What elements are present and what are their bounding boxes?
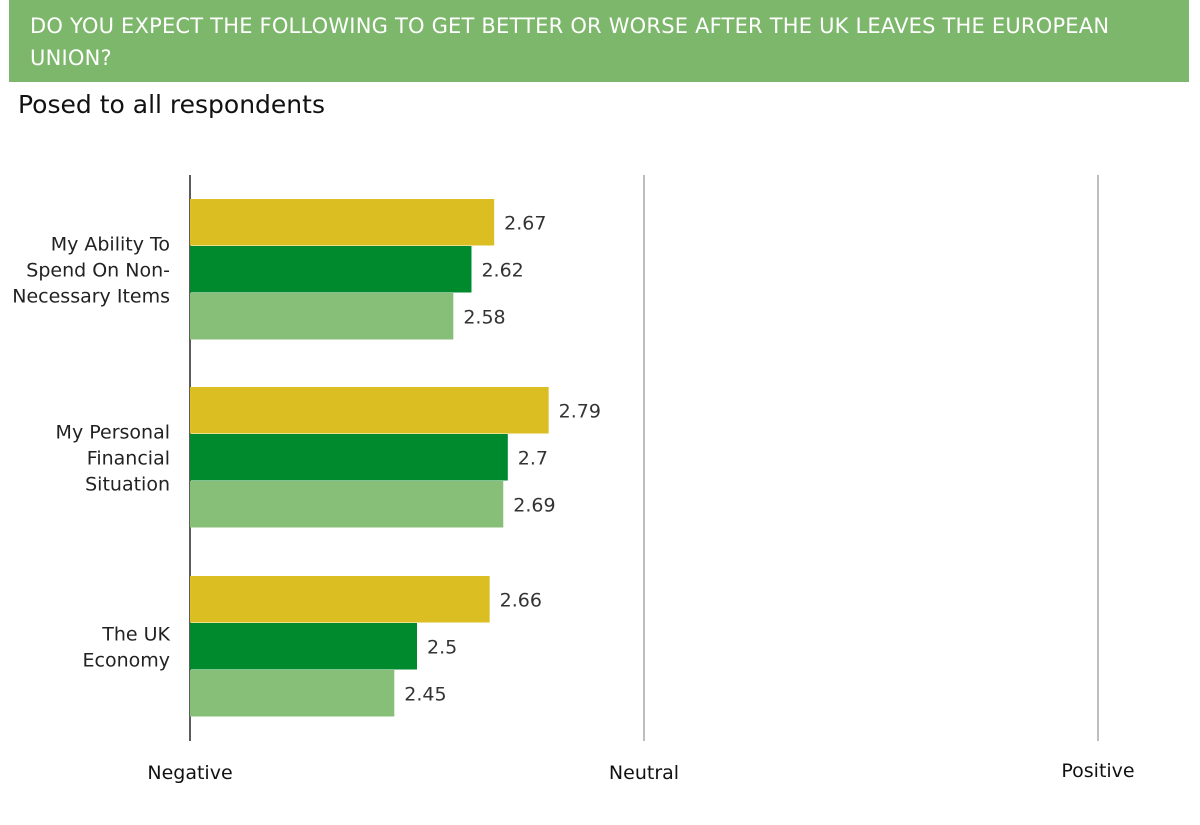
chart-subtitle: Posed to all respondents <box>18 90 325 119</box>
category-label: My Ability To <box>51 234 170 256</box>
data-label: 2.7 <box>518 448 548 470</box>
data-label: 2.67 <box>504 213 546 235</box>
x-tick-label: Negative <box>147 762 232 784</box>
bar <box>190 387 549 434</box>
data-label: 2.45 <box>404 684 446 706</box>
data-label: 2.5 <box>427 637 457 659</box>
bar <box>190 623 417 670</box>
x-tick-label: Positive <box>1061 760 1134 782</box>
bar <box>190 670 395 717</box>
bar <box>190 434 508 481</box>
data-label: 2.62 <box>481 260 523 282</box>
data-label: 2.58 <box>463 307 505 329</box>
category-label: Financial <box>87 448 170 470</box>
data-label: 2.69 <box>513 495 555 517</box>
bar <box>190 293 454 340</box>
category-label: My Personal <box>56 422 170 444</box>
category-label: Economy <box>83 650 171 672</box>
category-label: Necessary Items <box>12 286 170 308</box>
data-label: 2.66 <box>500 590 542 612</box>
chart-title: DO YOU EXPECT THE FOLLOWING TO GET BETTE… <box>30 14 1110 70</box>
bar <box>190 481 504 528</box>
bar <box>190 199 495 246</box>
bar <box>190 246 472 293</box>
bar <box>190 576 490 623</box>
x-tick-label: Neutral <box>609 762 679 784</box>
data-label: 2.79 <box>559 401 601 423</box>
category-label: Spend On Non- <box>26 260 170 282</box>
title-banner: DO YOU EXPECT THE FOLLOWING TO GET BETTE… <box>9 0 1189 82</box>
category-label: The UK <box>101 624 170 646</box>
category-label: Situation <box>85 474 170 496</box>
